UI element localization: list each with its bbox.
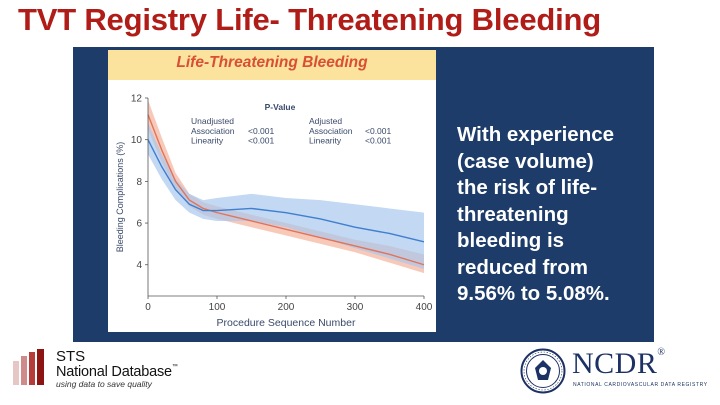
- pvalue-row-label: Linearity: [191, 136, 224, 146]
- callout-line: (case volume): [457, 149, 594, 173]
- acc-seal-icon: [520, 348, 566, 394]
- callout-line: threatening: [457, 202, 569, 226]
- y-tick-label: 12: [131, 94, 143, 105]
- pvalue-group-name: Adjusted: [309, 116, 342, 126]
- x-tick-label: 100: [209, 302, 226, 313]
- callout-line: bleeding is: [457, 229, 565, 252]
- callout-line: reduced from: [457, 255, 588, 279]
- y-tick-label: 4: [136, 260, 142, 271]
- ncdr-logo: NCDR® NATIONAL CARDIOVASCULAR DATA REGIS…: [520, 346, 720, 396]
- unadjusted-line: [147, 114, 425, 266]
- sts-trademark: ™: [171, 364, 178, 370]
- y-axis-label: Bleeding Complications (%): [115, 142, 125, 253]
- callout-line: 9.56% to 5.08%.: [457, 282, 610, 305]
- pvalue-header: P-Value: [265, 102, 296, 112]
- pvalue-row-value: <0.001: [365, 136, 392, 146]
- ncdr-name-text: NCDR: [572, 347, 658, 380]
- bleeding-figure: Life-Threatening Bleeding 4 6 8 10 12 0 100 200…: [108, 50, 436, 332]
- bleeding-chart: 4 6 8 10 12 0 100 200 300 400 Procedure Sequence N…: [115, 94, 433, 330]
- pvalue-row-value: <0.001: [248, 136, 275, 146]
- pvalue-row-label: Association: [309, 126, 353, 136]
- x-axis-label: Procedure Sequence Number: [217, 317, 356, 329]
- pvalue-group-name: Unadjusted: [191, 116, 234, 126]
- x-tick-label: 0: [145, 302, 151, 313]
- y-tick-label: 10: [131, 135, 143, 146]
- adjusted-line: [147, 139, 425, 243]
- figure-title: Life-Threatening Bleeding: [176, 54, 368, 71]
- ncdr-name: NCDR®: [572, 347, 665, 381]
- sts-logo: STS National Database™ using data to sav…: [12, 347, 212, 397]
- pvalue-row-value: <0.001: [248, 126, 275, 136]
- figure-banner: [108, 50, 436, 80]
- sts-subname: National Database™: [56, 364, 178, 380]
- pvalue-row-value: <0.001: [365, 126, 392, 136]
- x-tick-label: 400: [416, 302, 433, 313]
- sts-subname-text: National Database: [56, 364, 172, 380]
- y-tick-label: 6: [136, 219, 142, 230]
- callout-line: With experience: [457, 123, 615, 146]
- sts-tagline: using data to save quality: [56, 379, 152, 389]
- slide-title: TVT Registry Life- Threatening Bleeding: [18, 2, 601, 37]
- ncdr-tagline: NATIONAL CARDIOVASCULAR DATA REGISTRY: [573, 382, 708, 388]
- callout-line: the risk of life-: [457, 176, 598, 199]
- pvalue-row-label: Association: [191, 126, 235, 136]
- adjusted-ci-band: [148, 123, 424, 269]
- pvalue-row-label: Linearity: [309, 136, 342, 146]
- callout-text: With experience (case volume) the risk o…: [457, 122, 652, 308]
- y-tick-label: 8: [136, 177, 142, 188]
- x-tick-label: 200: [278, 302, 295, 313]
- ncdr-registered: ®: [657, 347, 666, 358]
- x-tick-label: 300: [347, 302, 364, 313]
- sts-bars-icon: [13, 349, 44, 385]
- sts-name: STS: [56, 348, 86, 365]
